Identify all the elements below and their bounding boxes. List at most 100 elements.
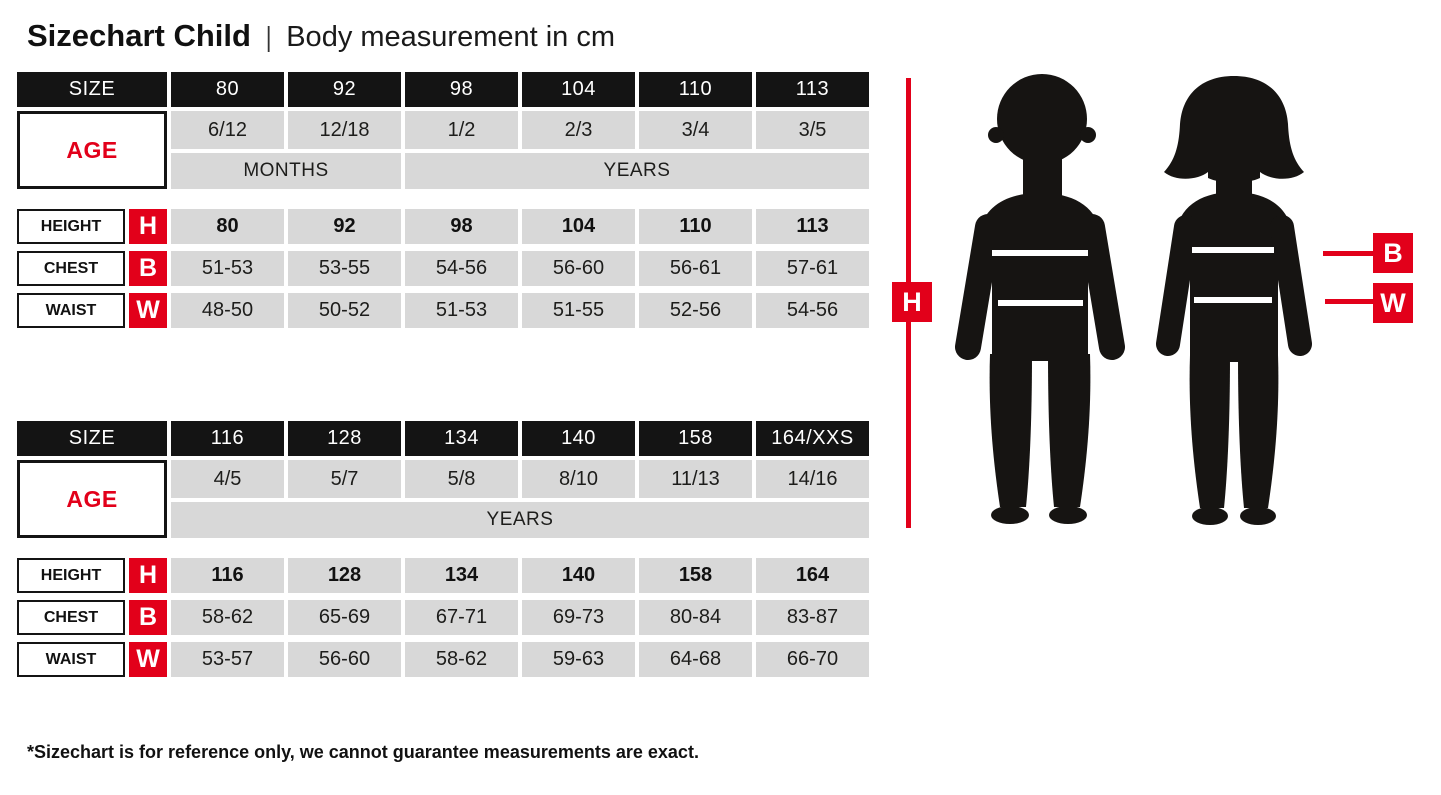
chest-value-cell: 65-69: [288, 600, 401, 635]
title-subtitle: Body measurement in cm: [286, 21, 616, 53]
chest-row-label: CHEST B: [17, 251, 167, 286]
table-header: SIZE 80 92 98 104 110 113 AGE 6/12 12/18 1/2 2/3 3/4…: [17, 72, 869, 189]
table-header: SIZE 116 128 134 140 158 164/XXS AGE 4/5 5/7 5/8 8/…: [17, 421, 869, 538]
age-value-cell: 8/10: [522, 460, 635, 498]
table-body: HEIGHT H 116 128 134 140 158 164 CHEST B 58-62 65-6…: [17, 558, 869, 677]
waist-label-box: WAIST: [17, 293, 125, 328]
age-value-cell: 6/12: [171, 111, 284, 149]
height-row-label: HEIGHT H: [17, 558, 167, 593]
waist-measure-line: [1325, 299, 1373, 304]
height-row-label: HEIGHT H: [17, 209, 167, 244]
size-column-header: 116: [171, 421, 284, 456]
size-column-header: 164/XXS: [756, 421, 869, 456]
waist-label-box: WAIST: [17, 642, 125, 677]
waist-value-cell: 48-50: [171, 293, 284, 328]
age-value-cell: 14/16: [756, 460, 869, 498]
height-letter-badge: H: [129, 558, 167, 593]
chest-label-box: CHEST: [17, 600, 125, 635]
chest-label-box: CHEST: [17, 251, 125, 286]
waist-value-cell: 56-60: [288, 642, 401, 677]
chest-value-cell: 56-60: [522, 251, 635, 286]
chest-value-cell: 57-61: [756, 251, 869, 286]
size-column-header: 104: [522, 72, 635, 107]
waist-row-label: WAIST W: [17, 642, 167, 677]
waist-letter-badge: W: [129, 642, 167, 677]
age-value-cell: 5/7: [288, 460, 401, 498]
height-value-cell: 116: [171, 558, 284, 593]
height-label-box: HEIGHT: [17, 209, 125, 244]
waist-value-cell: 53-57: [171, 642, 284, 677]
height-value-cell: 110: [639, 209, 752, 244]
height-marker-badge: H: [892, 282, 932, 322]
age-value-cell: 3/5: [756, 111, 869, 149]
height-value-cell: 134: [405, 558, 518, 593]
waist-value-cell: 54-56: [756, 293, 869, 328]
waist-value-cell: 51-53: [405, 293, 518, 328]
boy-chest-line: [992, 250, 1088, 256]
girl-silhouette-icon: [1156, 76, 1312, 525]
waist-value-cell: 51-55: [522, 293, 635, 328]
footnote-text: *Sizechart is for reference only, we can…: [27, 742, 699, 762]
title-separator: |: [265, 21, 272, 52]
height-value-cell: 128: [288, 558, 401, 593]
height-value-cell: 164: [756, 558, 869, 593]
age-unit-cell: MONTHS: [171, 153, 401, 189]
size-column-header: 140: [522, 421, 635, 456]
waist-marker-badge: W: [1373, 283, 1413, 323]
height-value-cell: 98: [405, 209, 518, 244]
age-label-box: AGE: [17, 111, 167, 189]
table-body: HEIGHT H 80 92 98 104 110 113 CHEST B 51-53 53-55 54…: [17, 209, 869, 328]
size-column-header: 98: [405, 72, 518, 107]
size-column-header: 80: [171, 72, 284, 107]
age-value-cell: 1/2: [405, 111, 518, 149]
waist-value-cell: 64-68: [639, 642, 752, 677]
waist-value-cell: 59-63: [522, 642, 635, 677]
size-column-header: 134: [405, 421, 518, 456]
height-label-box: HEIGHT: [17, 558, 125, 593]
size-column-header: 128: [288, 421, 401, 456]
chest-value-cell: 51-53: [171, 251, 284, 286]
chest-value-cell: 67-71: [405, 600, 518, 635]
waist-value-cell: 52-56: [639, 293, 752, 328]
height-value-cell: 80: [171, 209, 284, 244]
waist-letter-badge: W: [129, 293, 167, 328]
waist-value-cell: 66-70: [756, 642, 869, 677]
age-value-cell: 12/18: [288, 111, 401, 149]
size-header-label: SIZE: [17, 72, 167, 107]
size-column-header: 92: [288, 72, 401, 107]
waist-value-cell: 50-52: [288, 293, 401, 328]
title-main: Sizechart Child: [27, 18, 251, 53]
age-value-cell: 2/3: [522, 111, 635, 149]
size-column-header: 110: [639, 72, 752, 107]
age-value-cell: 5/8: [405, 460, 518, 498]
sizechart-table-small: SIZE 80 92 98 104 110 113 AGE 6/12 12/18 1/2 2/3 3/4…: [17, 72, 869, 328]
waist-row-label: WAIST W: [17, 293, 167, 328]
boy-waist-line: [998, 300, 1083, 306]
age-label-box: AGE: [17, 460, 167, 538]
chest-value-cell: 80-84: [639, 600, 752, 635]
chest-letter-badge: B: [129, 600, 167, 635]
height-letter-badge: H: [129, 209, 167, 244]
chest-letter-badge: B: [129, 251, 167, 286]
height-value-cell: 104: [522, 209, 635, 244]
boy-silhouette-icon: [955, 74, 1125, 524]
chest-value-cell: 54-56: [405, 251, 518, 286]
girl-chest-line: [1192, 247, 1274, 253]
waist-value-cell: 58-62: [405, 642, 518, 677]
chest-value-cell: 53-55: [288, 251, 401, 286]
chest-row-label: CHEST B: [17, 600, 167, 635]
age-value-cell: 4/5: [171, 460, 284, 498]
size-column-header: 158: [639, 421, 752, 456]
height-value-cell: 92: [288, 209, 401, 244]
age-unit-cell: YEARS: [405, 153, 869, 189]
height-value-cell: 140: [522, 558, 635, 593]
girl-waist-line: [1194, 297, 1272, 303]
chest-value-cell: 58-62: [171, 600, 284, 635]
height-value-cell: 113: [756, 209, 869, 244]
sizechart-table-large: SIZE 116 128 134 140 158 164/XXS AGE 4/5 5/7 5/8 8/…: [17, 421, 869, 677]
page-title: Sizechart Child | Body measurement in cm: [27, 18, 615, 54]
age-value-cell: 3/4: [639, 111, 752, 149]
age-unit-cell: YEARS: [171, 502, 869, 538]
age-value-cell: 11/13: [639, 460, 752, 498]
